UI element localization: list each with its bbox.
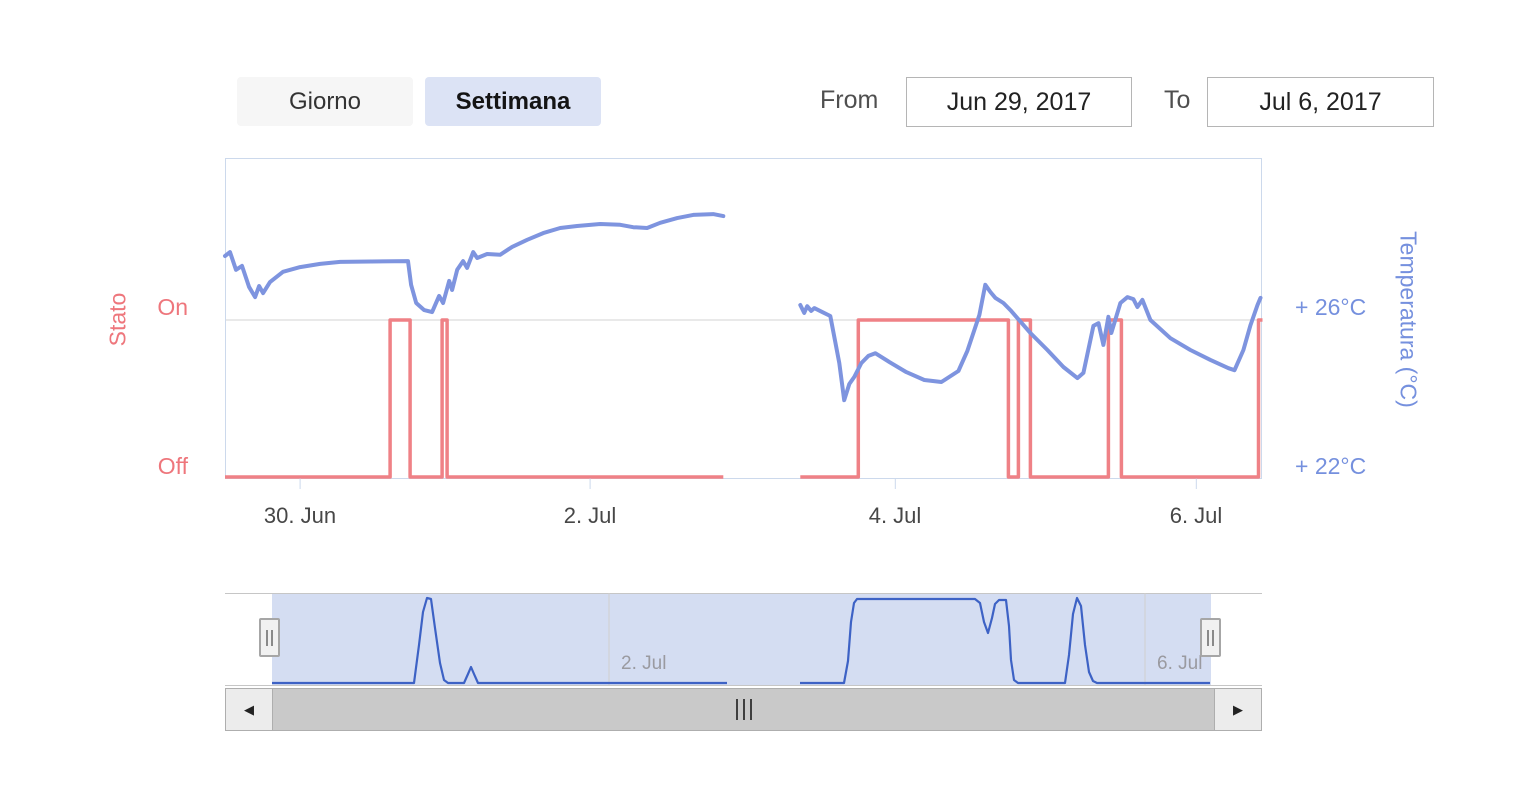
- x-tick-label-30jun: 30. Jun: [263, 503, 337, 528]
- main-series-group: [223, 212, 1263, 479]
- navigator-series-group: [272, 596, 1210, 685]
- temperatura-series-line: [223, 212, 726, 315]
- to-label: To: [1164, 86, 1191, 114]
- handle-grip-icon: [271, 629, 273, 646]
- right-axis-label-22: + 22°C: [1295, 453, 1367, 479]
- navigator-series-line: [800, 596, 1210, 685]
- scrollbar: ◀ ▶: [225, 688, 1262, 731]
- scrollbar-thumb[interactable]: [273, 689, 1214, 730]
- range-button-giorno[interactable]: Giorno: [237, 77, 413, 126]
- thumb-grip-icon: [749, 699, 752, 720]
- from-label: From: [820, 86, 879, 114]
- scrollbar-left-arrow-icon[interactable]: ◀: [226, 689, 273, 730]
- handle-grip-icon: [1212, 629, 1214, 646]
- handle-grip-icon: [1207, 629, 1209, 646]
- from-date-input[interactable]: [906, 77, 1132, 127]
- to-date-input[interactable]: [1207, 77, 1434, 127]
- navigator-series-line: [272, 596, 727, 685]
- navigator-gridlines: [608, 593, 1146, 685]
- navigator-label-2jul: 2. Jul: [621, 653, 667, 674]
- left-axis-label-on: On: [157, 294, 188, 320]
- x-tick-label-2jul: 2. Jul: [563, 503, 617, 528]
- stato-series-line: [800, 318, 1263, 479]
- handle-grip-icon: [266, 629, 268, 646]
- stato-series-line: [225, 318, 724, 479]
- navigator-right-handle[interactable]: [1200, 618, 1221, 657]
- navigator-left-handle[interactable]: [259, 618, 280, 657]
- right-axis-label-26: + 26°C: [1295, 294, 1367, 320]
- x-tick-label-6jul: 6. Jul: [1169, 503, 1223, 528]
- navigator-label-6jul: 6. Jul: [1157, 653, 1203, 674]
- temperatura-series-line: [798, 282, 1263, 403]
- range-button-settimana[interactable]: Settimana: [425, 77, 601, 126]
- thumb-grip-icon: [735, 699, 738, 720]
- navigator-selected-zone[interactable]: [272, 594, 1211, 685]
- thumb-grip-icon: [742, 699, 745, 720]
- x-tick-label-4jul: 4. Jul: [868, 503, 922, 528]
- scrollbar-right-arrow-icon[interactable]: ▶: [1214, 689, 1261, 730]
- x-axis-ticks: [299, 478, 1197, 489]
- left-axis-label-off: Off: [157, 453, 188, 479]
